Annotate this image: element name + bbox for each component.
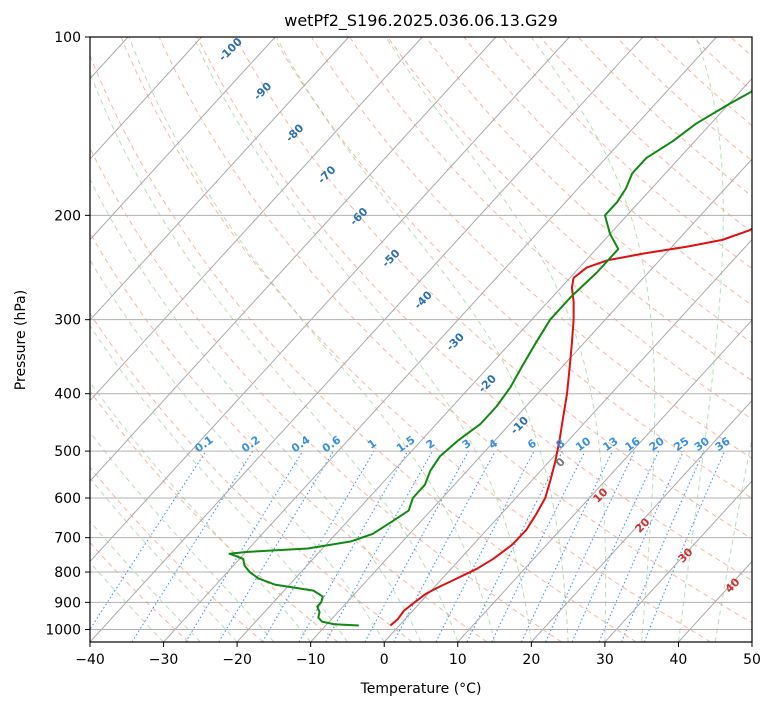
mixing-ratio-line bbox=[571, 450, 660, 642]
dry-adiabat bbox=[196, 37, 752, 582]
dry-adiabat bbox=[425, 37, 752, 344]
x-tick-label: −10 bbox=[296, 652, 326, 668]
dry-adiabat bbox=[90, 390, 339, 642]
moist-adiabat bbox=[90, 178, 422, 642]
y-tick-label: 300 bbox=[54, 313, 81, 329]
isotherm-line bbox=[90, 37, 276, 241]
y-tick-label: 500 bbox=[54, 444, 81, 460]
dry-adiabat bbox=[539, 37, 752, 233]
x-tick-label: −30 bbox=[149, 652, 179, 668]
dry-adiabat bbox=[120, 37, 712, 642]
temperature-line bbox=[389, 227, 752, 627]
y-tick-label: 100 bbox=[54, 30, 81, 46]
x-axis: −40 −30 −20 −10 0 10 20 30 40 50 bbox=[75, 642, 761, 668]
x-tick-label: −20 bbox=[222, 652, 252, 668]
mixing-ratio-line bbox=[325, 450, 433, 642]
mixing-ratio-line bbox=[218, 450, 334, 642]
mixing-ratio-line bbox=[185, 450, 304, 642]
dry-adiabat bbox=[90, 54, 637, 642]
isotherm-line bbox=[604, 480, 752, 642]
mixing-ratio-line bbox=[90, 450, 207, 631]
x-tick-label: 10 bbox=[449, 652, 467, 668]
grid-lines bbox=[90, 37, 752, 642]
plot-frame bbox=[89, 36, 753, 643]
moist-adiabat bbox=[677, 37, 724, 642]
isotherm-line bbox=[90, 37, 202, 160]
y-tick-label: 700 bbox=[54, 531, 81, 547]
mixing-ratio-line bbox=[598, 450, 684, 642]
moist-adiabat bbox=[385, 37, 607, 642]
mixing-ratio-line bbox=[131, 450, 254, 642]
x-axis-title: Temperature (°C) bbox=[360, 681, 482, 697]
isotherm-line bbox=[530, 399, 752, 642]
x-tick-label: 0 bbox=[380, 652, 389, 668]
dry-adiabat bbox=[90, 147, 562, 642]
moist-adiabat bbox=[530, 37, 656, 642]
isotherm-line bbox=[310, 158, 752, 642]
chart-title: wetPf2_S196.2025.036.06.13.G29 bbox=[284, 11, 558, 31]
y-axis: 100 200 300 400 500 600 700 800 900 1000 bbox=[45, 30, 90, 638]
isotherm-line bbox=[383, 238, 752, 642]
y-tick-label: 400 bbox=[54, 387, 81, 403]
y-tick-label: 900 bbox=[54, 595, 81, 611]
mixing-ratio-line bbox=[621, 450, 705, 642]
isotherm-line bbox=[163, 37, 717, 642]
isotherm-line bbox=[90, 37, 423, 402]
moist-adiabat bbox=[714, 435, 752, 642]
dry-adiabat bbox=[90, 232, 488, 642]
isotherm-line bbox=[90, 37, 497, 482]
dry-adiabat bbox=[501, 37, 752, 270]
dry-adiabat bbox=[90, 466, 264, 642]
x-tick-label: 20 bbox=[522, 652, 540, 668]
dry-adiabat bbox=[387, 37, 752, 382]
dry-adiabat bbox=[349, 37, 752, 420]
dry-adiabat bbox=[158, 37, 752, 624]
x-tick-label: 50 bbox=[743, 652, 761, 668]
mixing-ratio-line bbox=[393, 450, 496, 642]
series-lines bbox=[228, 90, 752, 627]
mixing-ratio-line bbox=[491, 450, 586, 642]
y-axis-title: Pressure (hPa) bbox=[13, 290, 29, 390]
x-tick-label: −40 bbox=[75, 652, 105, 668]
dry-adiabat bbox=[234, 37, 752, 540]
moist-adiabat bbox=[90, 71, 459, 642]
isotherm-line bbox=[236, 77, 752, 642]
dry-adiabat bbox=[463, 37, 752, 307]
y-tick-label: 800 bbox=[54, 565, 81, 581]
x-tick-label: 40 bbox=[670, 652, 688, 668]
y-tick-label: 600 bbox=[54, 491, 81, 507]
mixing-ratio-line bbox=[466, 450, 563, 642]
isotherm-line bbox=[457, 319, 752, 642]
isotherm-line bbox=[90, 37, 350, 321]
mixing-ratio-line bbox=[364, 450, 470, 642]
isotherm-line bbox=[90, 37, 570, 563]
moist-adiabat bbox=[90, 258, 385, 642]
y-tick-label: 200 bbox=[54, 208, 81, 224]
moist-adiabat bbox=[90, 381, 312, 642]
y-tick-label: 1000 bbox=[45, 622, 81, 638]
dewpoint-line bbox=[228, 90, 752, 627]
x-tick-label: 30 bbox=[596, 652, 614, 668]
isotherm-line bbox=[90, 37, 644, 642]
